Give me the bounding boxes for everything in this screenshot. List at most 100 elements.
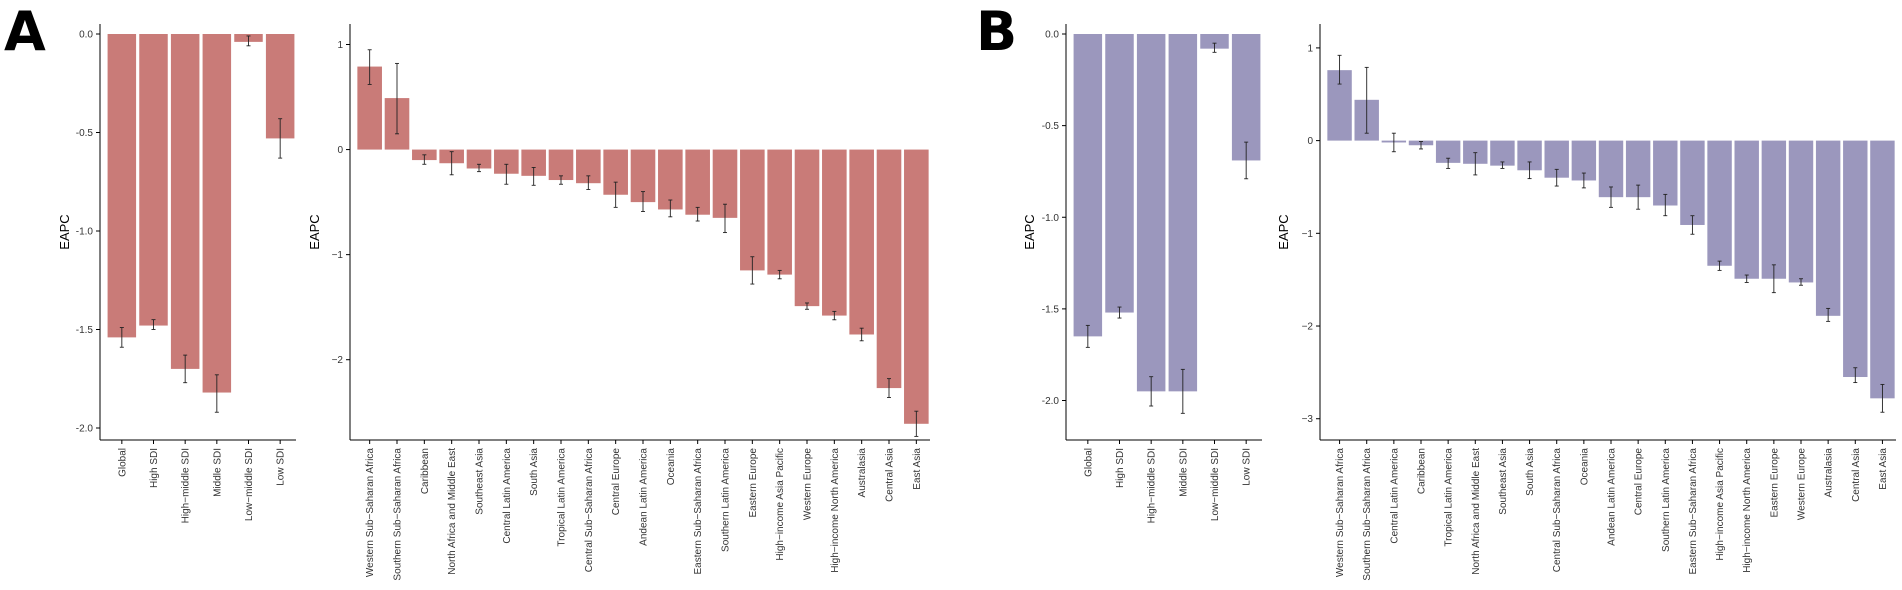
y-tick-label: −1 bbox=[1302, 229, 1314, 240]
x-tick-label: Western Europe bbox=[803, 448, 814, 521]
x-tick-label: High SDI bbox=[149, 448, 160, 488]
y-tick-label: -2.0 bbox=[1042, 396, 1060, 407]
bar bbox=[1136, 34, 1166, 392]
bar bbox=[904, 149, 929, 424]
y-axis-title: EAPC bbox=[1276, 214, 1291, 249]
bar bbox=[1815, 140, 1841, 316]
x-tick-label: Caribbean bbox=[1417, 448, 1428, 494]
x-tick-label: Oceania bbox=[666, 448, 677, 486]
bar bbox=[1105, 34, 1134, 313]
y-tick-label: −2 bbox=[332, 355, 344, 366]
x-tick-label: Tropical Latin America bbox=[1444, 448, 1455, 547]
y-tick-label: 1 bbox=[1307, 43, 1313, 54]
bar bbox=[1490, 140, 1515, 166]
x-tick-label: High−middle SDI bbox=[1147, 448, 1158, 523]
y-tick-label: -1.5 bbox=[1042, 304, 1060, 315]
bar bbox=[1843, 140, 1868, 378]
x-tick-label: Southern Latin America bbox=[721, 448, 732, 552]
y-tick-label: 0.0 bbox=[1045, 30, 1059, 41]
x-tick-label: Western Sub−Saharan Africa bbox=[1335, 448, 1346, 577]
y-tick-label: 0 bbox=[1307, 136, 1313, 147]
bar bbox=[1463, 140, 1488, 164]
chart-3: 0.0 -0.5 -1.0 -1.5 -2.0 EAPC Global High SDI Hig… bbox=[1022, 24, 1262, 523]
bar bbox=[1168, 34, 1198, 392]
x-tick-label: Eastern Sub−Saharan Africa bbox=[1688, 448, 1699, 575]
y-tick-label: -1.0 bbox=[1042, 213, 1060, 224]
y-axis-title: EAPC bbox=[307, 214, 322, 249]
bar bbox=[1788, 140, 1814, 283]
x-tick-label: High SDI bbox=[1115, 448, 1126, 488]
x-tick-label: Oceania bbox=[1579, 448, 1590, 486]
x-tick-label: Southeast Asia bbox=[1498, 448, 1509, 515]
x-tick-label: Central Europe bbox=[1634, 448, 1645, 516]
chart-4: 1 0 −1 −2 −3 EAPC Western Sub−Saharan Africa So… bbox=[1276, 24, 1896, 581]
x-tick-label: Eastern Europe bbox=[748, 448, 759, 518]
x-tick-label: High−income North America bbox=[830, 448, 841, 573]
x-tick-label: Western Europe bbox=[1797, 448, 1808, 521]
x-tick-label: Western Sub−Saharan Africa bbox=[365, 448, 376, 577]
bar bbox=[685, 149, 710, 215]
y-tick-label: -0.5 bbox=[76, 128, 94, 139]
chart-1: 0.0 -0.5 -1.0 -1.5 -2.0 EAPC Global High SDI Hig… bbox=[57, 24, 296, 523]
x-tick-label: Central Sub−Saharan Africa bbox=[584, 448, 595, 573]
bar bbox=[767, 149, 792, 275]
x-tick-label: Eastern Europe bbox=[1769, 448, 1780, 518]
x-tick-label: Middle SDI bbox=[1178, 448, 1189, 497]
panel-letter-b: B bbox=[976, 0, 1017, 63]
bar bbox=[1073, 34, 1103, 337]
x-tick-label: North Africa and Middle East bbox=[447, 448, 458, 575]
x-tick-label: East Asia bbox=[1878, 448, 1889, 490]
y-tick-label: −1 bbox=[332, 250, 344, 261]
y-tick-label: -1.5 bbox=[76, 325, 94, 336]
x-tick-label: Southeast Asia bbox=[475, 448, 486, 515]
bar bbox=[170, 34, 200, 369]
x-tick-label: Central Latin America bbox=[1389, 448, 1400, 544]
x-tick-label: Andean Latin America bbox=[1607, 448, 1618, 546]
bar bbox=[1870, 140, 1895, 399]
x-tick-label: Eastern Sub−Saharan Africa bbox=[693, 448, 704, 575]
x-tick-label: Global bbox=[1083, 448, 1094, 477]
bar bbox=[1231, 34, 1261, 161]
bar bbox=[1680, 140, 1705, 225]
bar bbox=[466, 149, 492, 169]
x-tick-label: Australasia bbox=[857, 448, 868, 498]
bar bbox=[1761, 140, 1787, 279]
bar bbox=[1200, 34, 1229, 49]
x-tick-label: Low SDI bbox=[1242, 448, 1253, 486]
panel-letter-a: A bbox=[4, 0, 46, 63]
x-tick-label: High−income North America bbox=[1742, 448, 1753, 573]
bar bbox=[1734, 140, 1759, 279]
y-tick-label: -0.5 bbox=[1042, 121, 1060, 132]
x-tick-label: Low−middle SDI bbox=[1210, 448, 1221, 521]
x-tick-label: Tropical Latin America bbox=[557, 448, 568, 547]
y-axis-title: EAPC bbox=[1022, 214, 1037, 249]
bar bbox=[548, 149, 574, 181]
bar bbox=[876, 149, 902, 389]
chart-2: 1 0 −1 −2 EAPC Western Sub−Saharan Africa Sout… bbox=[307, 24, 930, 581]
x-tick-label: Andean Latin America bbox=[639, 448, 650, 546]
bar bbox=[822, 149, 847, 316]
bar bbox=[107, 34, 137, 338]
x-tick-label: East Asia bbox=[912, 448, 923, 490]
x-tick-label: Middle SDI bbox=[212, 448, 223, 497]
bar bbox=[1435, 140, 1461, 163]
y-tick-label: 1 bbox=[337, 40, 343, 51]
y-tick-label: −2 bbox=[1302, 322, 1314, 333]
y-tick-label: −3 bbox=[1302, 414, 1314, 425]
bar bbox=[740, 149, 765, 271]
x-tick-label: High−middle SDI bbox=[181, 448, 192, 523]
x-tick-label: Caribbean bbox=[420, 448, 431, 494]
x-tick-label: High−income Asia Pacific bbox=[1715, 448, 1726, 561]
x-tick-label: High−income Asia Pacific bbox=[775, 448, 786, 561]
x-tick-label: Low SDI bbox=[276, 448, 287, 486]
x-tick-label: South Asia bbox=[529, 448, 540, 496]
x-tick-label: North Africa and Middle East bbox=[1471, 448, 1482, 575]
x-tick-label: Central Latin America bbox=[502, 448, 513, 544]
x-tick-label: Australasia bbox=[1824, 448, 1835, 498]
x-tick-label: Global bbox=[117, 448, 128, 477]
y-tick-label: 0 bbox=[337, 145, 343, 156]
bar bbox=[139, 34, 168, 326]
x-tick-label: Central Asia bbox=[885, 448, 896, 502]
x-tick-label: Low−middle SDI bbox=[244, 448, 255, 521]
